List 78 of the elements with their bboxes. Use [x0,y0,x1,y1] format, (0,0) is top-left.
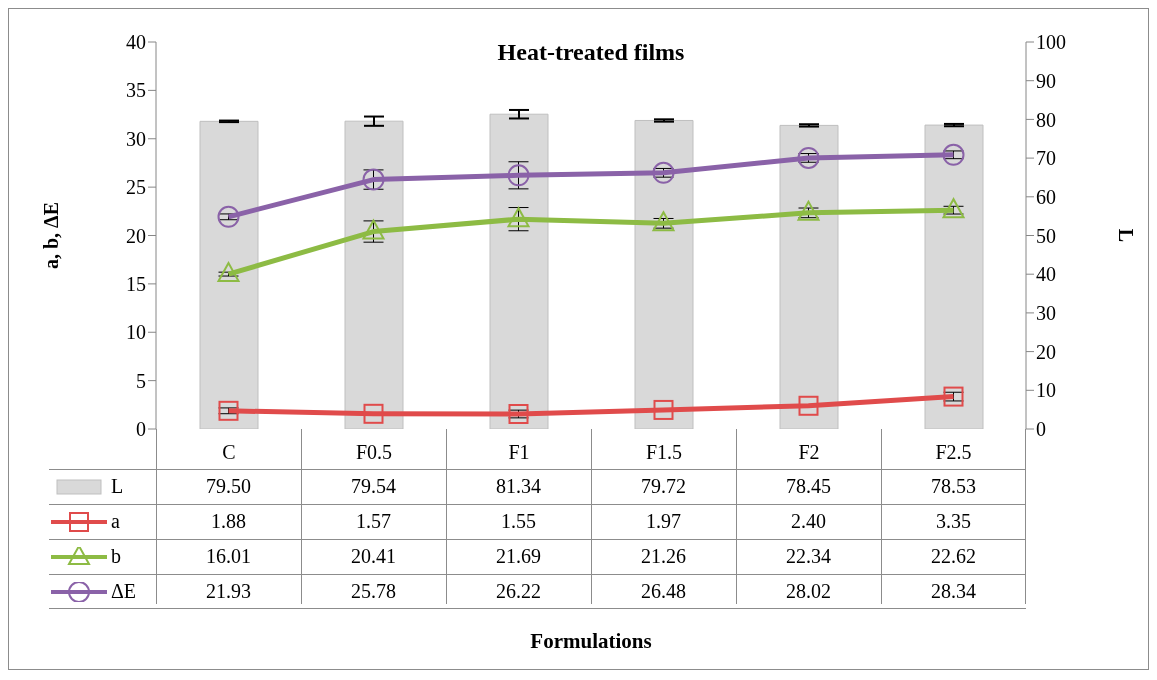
data-label: 21.26 [640,545,687,568]
bar [634,119,694,429]
x-tick-label: F1.5 [644,440,684,464]
y2-axis-title: L [1114,228,1137,243]
legend-label: L [111,475,124,498]
y2-tick-label: 60 [1036,185,1056,208]
data-label: 22.34 [785,545,832,568]
point [652,211,675,232]
point [218,400,239,421]
data-label: 79.50 [205,475,252,498]
point [217,205,240,228]
y-tick-label: 30 [126,127,146,150]
point [943,386,964,407]
data-label: 79.72 [640,475,687,498]
point [797,146,820,169]
y2-tick-label: 100 [1036,31,1066,54]
data-label: 78.53 [930,475,977,498]
y-axis-title: a, b, ΔE [40,201,63,270]
bar [779,124,839,429]
point [363,403,384,424]
data-label: 79.54 [350,475,397,498]
y2-tick-label: 40 [1036,263,1056,286]
y2-tick-label: 90 [1036,69,1056,92]
y-tick-label: 20 [126,224,146,247]
x-tick-label: F2.5 [934,440,973,464]
y-tick-label: 25 [126,176,146,199]
text: Formulations [529,629,653,654]
point [942,198,965,219]
x-tick-label: F1 [507,440,531,464]
chart-title: Heat-treated films [496,39,686,66]
legend-label: b [111,545,121,568]
x-tick-label: F2 [797,440,821,464]
point [797,200,820,221]
y2-tick-label: 30 [1036,302,1056,324]
data-label: 1.97 [645,510,682,533]
y-tick-label: 5 [136,369,146,392]
y2-tick-label: 20 [1036,340,1056,363]
y2-tick-label: 0 [1036,418,1046,441]
x-tick-label: F0.5 [354,440,394,464]
y-tick-label: 15 [126,272,146,295]
point [508,404,529,424]
y-tick-label: 0 [136,418,146,441]
point [942,143,965,166]
legend-label: ΔE [111,580,137,603]
legend-label: a [111,510,120,533]
data-label: 78.45 [785,475,832,498]
y2-tick-label: 80 [1036,108,1056,131]
bar [924,124,984,429]
bar [199,120,259,429]
y-tick-label: 10 [126,321,146,344]
data-label: 28.02 [785,580,832,603]
point [798,395,819,416]
point [653,399,674,420]
y2-tick-label: 70 [1036,147,1056,170]
data-label: 22.62 [930,545,977,568]
data-label: 20.41 [350,545,397,568]
y2-tick-label: 50 [1036,224,1056,247]
data-label: 81.34 [495,475,542,498]
data-label: 1.88 [210,510,247,533]
point [652,161,675,184]
data-label: 3.35 [935,510,972,533]
data-label: 2.40 [790,510,827,533]
y-tick-label: 35 [126,79,146,102]
data-label: 1.57 [355,510,392,533]
data-label: 1.55 [500,510,537,533]
x-tick-label: C [221,440,237,464]
data-label: 25.78 [350,580,397,603]
bar [489,113,549,429]
data-label: 21.93 [205,580,252,603]
data-label: 21.69 [495,545,542,568]
data-label: 26.22 [495,580,542,603]
y-tick-label: 40 [126,31,146,54]
point [217,262,240,283]
data-label: 16.01 [205,545,252,568]
bar [344,120,404,429]
y2-tick-label: 10 [1036,379,1056,402]
data-label: 26.48 [640,580,687,603]
data-label: 28.34 [930,580,977,603]
